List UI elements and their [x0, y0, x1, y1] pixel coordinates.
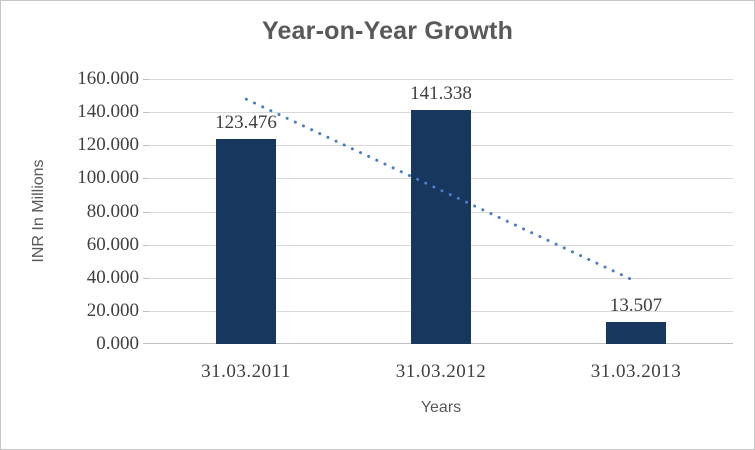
y-axis-tick: [143, 178, 149, 179]
x-tick-label: 31.03.2012: [395, 361, 487, 382]
plot-area: [143, 79, 733, 344]
y-tick-label: 20.000: [86, 300, 139, 321]
gridline: [149, 79, 733, 80]
y-axis-tick: [143, 311, 149, 312]
y-tick-label: 80.000: [86, 201, 139, 222]
y-axis-tick: [143, 212, 149, 213]
bar-31.03.2012: [411, 110, 471, 344]
y-tick-label: 100.000: [77, 167, 139, 188]
y-axis-tick: [143, 112, 149, 113]
y-tick-label: 40.000: [86, 267, 139, 288]
x-tick-label: 31.03.2013: [590, 361, 682, 382]
y-tick-label: 140.000: [77, 101, 139, 122]
bar-data-label: 123.476: [215, 112, 277, 133]
trendline-layer: [244, 97, 638, 283]
y-axis-tick: [143, 145, 149, 146]
chart-title: Year-on-Year Growth: [261, 17, 514, 45]
x-tick-label: 31.03.2011: [201, 361, 291, 382]
y-tick-label: 0.000: [96, 333, 139, 354]
y-axis-tick: [143, 245, 149, 246]
y-tick-label: 60.000: [86, 234, 139, 255]
y-tick-label: 160.000: [77, 68, 139, 89]
y-tick-label: 120.000: [77, 134, 139, 155]
bar-data-label: 13.507: [609, 295, 663, 316]
y-axis-tick: [143, 278, 149, 279]
x-axis-title: Years: [420, 399, 462, 416]
y-axis-tick: [143, 343, 149, 344]
bar-31.03.2013: [606, 322, 666, 344]
bar-31.03.2011: [216, 139, 276, 344]
bar-data-label: 141.338: [410, 83, 472, 104]
trendline: [244, 97, 638, 283]
y-axis-tick: [143, 79, 149, 80]
